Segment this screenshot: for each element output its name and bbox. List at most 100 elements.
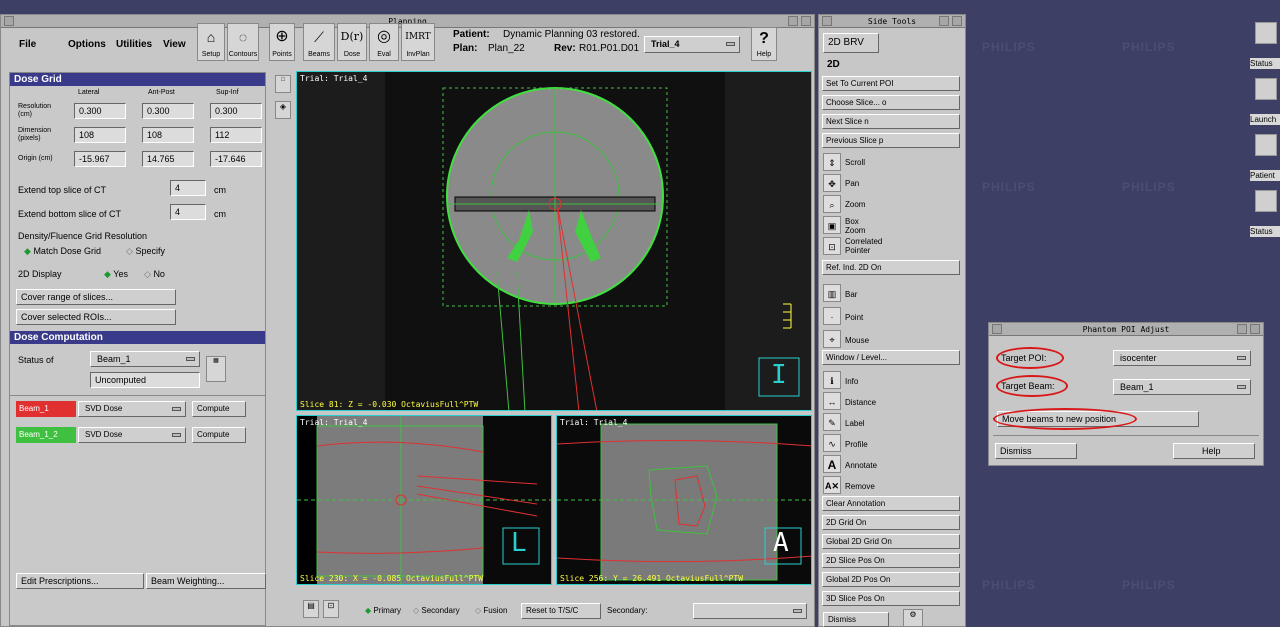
setup-tool-button[interactable]: ⌂ Setup	[197, 23, 225, 61]
maximize-button[interactable]	[1250, 324, 1260, 334]
cover-slices-button[interactable]: Cover range of slices...	[16, 289, 176, 305]
tools-icon[interactable]: ⚙	[903, 609, 923, 627]
beam-1-2-chip[interactable]: Beam_1_2	[16, 427, 76, 443]
global-2d-grid-button[interactable]: Global 2D Grid On	[822, 534, 960, 549]
points-tool-button[interactable]: ⊕ Points	[269, 23, 295, 61]
dimension-supinf-input[interactable]: 112	[210, 127, 262, 143]
choose-slice-button[interactable]: Choose Slice... o	[822, 95, 960, 110]
ref-ind-button[interactable]: Ref. Ind. 2D On	[822, 260, 960, 275]
target-poi-select[interactable]: isocenter	[1113, 350, 1251, 366]
2d-grid-button[interactable]: 2D Grid On	[822, 515, 960, 530]
window-menu-button[interactable]	[822, 16, 832, 26]
beam-1-method-select[interactable]: SVD Dose	[78, 401, 186, 417]
extend-top-input[interactable]: 4	[170, 180, 206, 196]
resolution-antpost-input[interactable]: 0.300	[142, 103, 194, 119]
status-app-icon[interactable]	[1255, 22, 1277, 44]
display-yes-radio[interactable]: ◆ Yes	[104, 269, 128, 279]
dimension-antpost-input[interactable]: 108	[142, 127, 194, 143]
global-2d-pos-button[interactable]: Global 2D Pos On	[822, 572, 960, 587]
status-icon-label-2[interactable]: Status	[1250, 226, 1280, 237]
extend-bottom-input[interactable]: 4	[170, 204, 206, 220]
mouse-icon[interactable]: ⌖	[823, 330, 841, 348]
maximize-button[interactable]	[952, 16, 962, 26]
profile-icon[interactable]: ∿	[823, 434, 841, 452]
next-slice-button[interactable]: Next Slice n	[822, 114, 960, 129]
resolution-supinf-input[interactable]: 0.300	[210, 103, 262, 119]
contours-tool-button[interactable]: ◌ Contours	[227, 23, 259, 61]
menu-utilities[interactable]: Utilities	[116, 39, 153, 50]
patient-app-icon[interactable]	[1255, 134, 1277, 156]
layout-icon[interactable]: ▤	[303, 600, 319, 618]
patient-icon-label[interactable]: Patient	[1250, 170, 1280, 181]
sagittal-view[interactable]: Trial: Trial_4 Slice 230: X = -0.085 Oct…	[296, 415, 552, 585]
status-icon-label[interactable]: Status	[1250, 58, 1280, 69]
pointer-icon[interactable]: ⊡	[323, 600, 339, 618]
maximize-button[interactable]	[801, 16, 811, 26]
dimension-lateral-input[interactable]: 108	[74, 127, 126, 143]
eval-tool-button[interactable]: ◎ Eval	[369, 23, 399, 61]
secondary-select[interactable]	[693, 603, 807, 619]
clear-annotation-button[interactable]: Clear Annotation	[822, 496, 960, 511]
3d-slice-pos-button[interactable]: 3D Slice Pos On	[822, 591, 960, 606]
beam-1-compute-button[interactable]: Compute	[192, 401, 246, 417]
2d-slice-pos-button[interactable]: 2D Slice Pos On	[822, 553, 960, 568]
scroll-icon[interactable]: ⇕	[823, 153, 841, 171]
bar-icon[interactable]: ▥	[823, 284, 841, 302]
match-dose-grid-radio[interactable]: ◆ Match Dose Grid	[24, 246, 101, 256]
cover-rois-button[interactable]: Cover selected ROIs...	[16, 309, 176, 325]
minimize-button[interactable]	[939, 16, 949, 26]
distance-icon[interactable]: ↔	[823, 392, 841, 410]
window-menu-button[interactable]	[992, 324, 1002, 334]
beam-weighting-button[interactable]: Beam Weighting...	[146, 573, 266, 589]
pan-icon[interactable]: ✥	[823, 174, 841, 192]
origin-lateral-input[interactable]: -15.967	[74, 151, 126, 167]
fusion-radio[interactable]: ◇ Fusion	[475, 606, 508, 615]
window-level-button[interactable]: Window / Level...	[822, 350, 960, 365]
reset-tsc-button[interactable]: Reset to T/S/C	[521, 603, 601, 619]
point-icon[interactable]: ·	[823, 307, 841, 325]
dose-tool-button[interactable]: D(r) Dose	[337, 23, 367, 61]
specify-radio[interactable]: ◇ Specify	[126, 246, 165, 256]
beam-1-2-compute-button[interactable]: Compute	[192, 427, 246, 443]
coronal-view[interactable]: Trial: Trial_4 Slice 256: Y = 26.491 Oct…	[556, 415, 812, 585]
beam-1-chip[interactable]: Beam_1	[16, 401, 76, 417]
correlated-pointer-icon[interactable]: ⊡	[823, 237, 841, 255]
invplan-tool-button[interactable]: IMRT InvPlan	[401, 23, 435, 61]
phantom-help-button[interactable]: Help	[1173, 443, 1255, 459]
edit-prescriptions-button[interactable]: Edit Prescriptions...	[16, 573, 144, 589]
target-beam-select[interactable]: Beam_1	[1113, 379, 1251, 395]
2d-brv-button[interactable]: 2D BRV	[823, 33, 879, 53]
set-current-poi-button[interactable]: Set To Current POI	[822, 76, 960, 91]
window-menu-button[interactable]	[4, 16, 14, 26]
annotate-icon[interactable]: A	[823, 455, 841, 473]
menu-options[interactable]: Options	[68, 39, 106, 50]
side-dismiss-button[interactable]: Dismiss	[823, 612, 889, 627]
resolution-lateral-input[interactable]: 0.300	[74, 103, 126, 119]
label-icon[interactable]: ✎	[823, 413, 841, 431]
box-zoom-icon[interactable]: ▣	[823, 216, 841, 234]
primary-radio[interactable]: ◆ Primary	[365, 606, 401, 615]
status-app-icon-2[interactable]	[1255, 190, 1277, 212]
launch-icon-label[interactable]: Launch	[1250, 114, 1280, 125]
menu-file[interactable]: File	[19, 39, 37, 50]
display-no-radio[interactable]: ◇ No	[144, 269, 165, 279]
secondary-radio[interactable]: ◇ Secondary	[413, 606, 460, 615]
axial-view[interactable]: Trial: Trial_4 Slice 81: Z = -0.030 Octa…	[296, 71, 812, 411]
help-button[interactable]: ? Help	[751, 27, 777, 61]
trial-select[interactable]: Trial_4	[644, 36, 740, 53]
launch-app-icon[interactable]	[1255, 78, 1277, 100]
zoom-icon[interactable]: ⌕	[823, 195, 841, 213]
menu-view[interactable]: View	[163, 39, 186, 50]
beam-view-icon[interactable]: ◈	[275, 101, 291, 119]
minimize-button[interactable]	[1237, 324, 1247, 334]
beams-tool-button[interactable]: ⟋ Beams	[303, 23, 335, 61]
phantom-dismiss-button[interactable]: Dismiss	[995, 443, 1077, 459]
info-icon[interactable]: ℹ	[823, 371, 841, 389]
beam-1-2-method-select[interactable]: SVD Dose	[78, 427, 186, 443]
status-beam-select[interactable]: Beam_1	[90, 351, 200, 367]
origin-supinf-input[interactable]: -17.646	[210, 151, 262, 167]
minimize-button[interactable]	[788, 16, 798, 26]
remove-icon[interactable]: A✕	[823, 476, 841, 494]
origin-antpost-input[interactable]: 14.765	[142, 151, 194, 167]
dose-view-icon[interactable]: □	[275, 75, 291, 93]
